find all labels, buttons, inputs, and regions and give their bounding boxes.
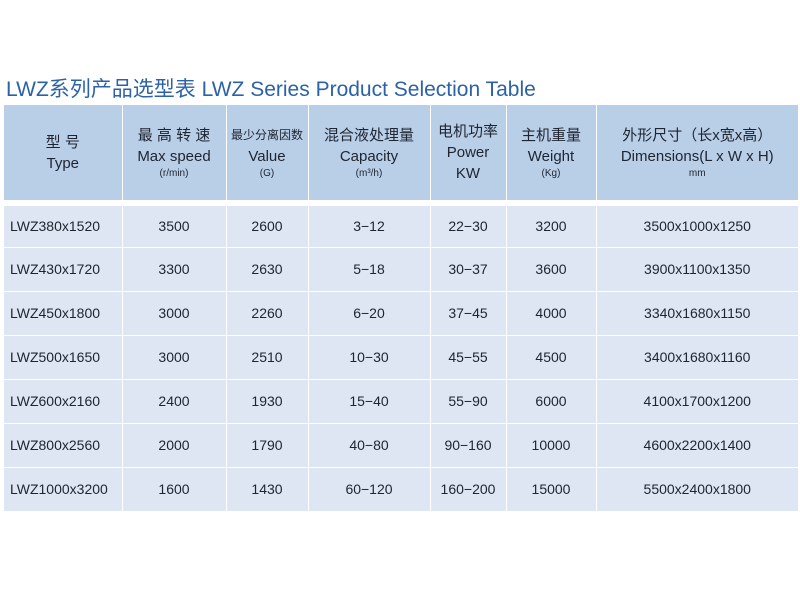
cell-max-speed: 1600 xyxy=(122,467,227,512)
cell-value: 1930 xyxy=(226,379,309,424)
cell-max-speed: 2000 xyxy=(122,423,227,468)
table-row: LWZ380x1520 3500 2600 3−12 22−30 3200 35… xyxy=(4,203,798,248)
cell-weight: 3200 xyxy=(506,203,597,248)
header-value: 最少分离因数 Value (G) xyxy=(226,105,309,206)
table-row: LWZ500x1650 3000 2510 10−30 45−55 4500 3… xyxy=(4,335,798,380)
header-weight-unit: (Kg) xyxy=(541,167,561,179)
header-weight-en: Weight xyxy=(527,147,575,165)
cell-type: LWZ430x1720 xyxy=(4,247,123,292)
header-type-en: Type xyxy=(46,154,80,172)
cell-dimensions: 4100x1700x1200 xyxy=(596,379,798,424)
header-dimensions-unit: mm xyxy=(688,167,706,179)
header-max-speed-cn: 最 高 转 速 xyxy=(137,126,211,144)
cell-power: 30−37 xyxy=(430,247,507,292)
header-capacity: 混合液处理量 Capacity (m³/h) xyxy=(308,105,431,206)
table-row: LWZ600x2160 2400 1930 15−40 55−90 6000 4… xyxy=(4,379,798,424)
header-type-cn: 型 号 xyxy=(45,133,80,151)
table-row: LWZ430x1720 3300 2630 5−18 30−37 3600 39… xyxy=(4,247,798,292)
table-title: LWZ系列产品选型表 LWZ Series Product Selection … xyxy=(6,78,536,101)
cell-dimensions: 3400x1680x1160 xyxy=(596,335,798,380)
header-value-en: Value xyxy=(248,147,286,165)
cell-power: 160−200 xyxy=(430,467,507,512)
table-row: LWZ1000x3200 1600 1430 60−120 160−200 15… xyxy=(4,467,798,512)
cell-power: 45−55 xyxy=(430,335,507,380)
header-capacity-unit: (m³/h) xyxy=(355,167,383,179)
cell-weight: 15000 xyxy=(506,467,597,512)
cell-capacity: 10−30 xyxy=(308,335,431,380)
header-max-speed-en: Max speed xyxy=(137,147,211,165)
cell-dimensions: 3340x1680x1150 xyxy=(596,291,798,336)
cell-type: LWZ500x1650 xyxy=(4,335,123,380)
header-type: 型 号 Type xyxy=(4,105,123,206)
cell-type: LWZ800x2560 xyxy=(4,423,123,468)
cell-type: LWZ600x2160 xyxy=(4,379,123,424)
product-selection-table: 型 号 Type 最 高 转 速 Max speed (r/min) 最少分离因… xyxy=(4,105,798,512)
cell-power: 90−160 xyxy=(430,423,507,468)
header-dimensions: 外形尺寸（长x宽x高） Dimensions(L x W x H) mm xyxy=(596,105,798,206)
cell-max-speed: 3500 xyxy=(122,203,227,248)
cell-power: 22−30 xyxy=(430,203,507,248)
cell-capacity: 15−40 xyxy=(308,379,431,424)
table-row: LWZ450x1800 3000 2260 6−20 37−45 4000 33… xyxy=(4,291,798,336)
cell-value: 2600 xyxy=(226,203,309,248)
cell-type: LWZ1000x3200 xyxy=(4,467,123,512)
header-capacity-en: Capacity xyxy=(339,147,399,165)
header-power: 电机功率 Power KW xyxy=(430,105,507,206)
cell-capacity: 40−80 xyxy=(308,423,431,468)
cell-max-speed: 2400 xyxy=(122,379,227,424)
cell-weight: 4000 xyxy=(506,291,597,336)
header-dimensions-en: Dimensions(L x W x H) xyxy=(620,147,774,165)
header-power-unit: KW xyxy=(455,165,481,182)
cell-value: 2510 xyxy=(226,335,309,380)
cell-weight: 6000 xyxy=(506,379,597,424)
header-weight: 主机重量 Weight (Kg) xyxy=(506,105,597,206)
cell-weight: 10000 xyxy=(506,423,597,468)
cell-dimensions: 3900x1100x1350 xyxy=(596,247,798,292)
cell-capacity: 6−20 xyxy=(308,291,431,336)
header-max-speed: 最 高 转 速 Max speed (r/min) xyxy=(122,105,227,206)
cell-max-speed: 3000 xyxy=(122,291,227,336)
cell-max-speed: 3300 xyxy=(122,247,227,292)
cell-weight: 4500 xyxy=(506,335,597,380)
cell-value: 1790 xyxy=(226,423,309,468)
cell-power: 37−45 xyxy=(430,291,507,336)
cell-dimensions: 4600x2200x1400 xyxy=(596,423,798,468)
cell-power: 55−90 xyxy=(430,379,507,424)
cell-value: 2630 xyxy=(226,247,309,292)
cell-capacity: 5−18 xyxy=(308,247,431,292)
cell-dimensions: 3500x1000x1250 xyxy=(596,203,798,248)
table-row: LWZ800x2560 2000 1790 40−80 90−160 10000… xyxy=(4,423,798,468)
cell-capacity: 3−12 xyxy=(308,203,431,248)
header-value-unit: (G) xyxy=(259,167,275,179)
cell-weight: 3600 xyxy=(506,247,597,292)
header-value-cn: 最少分离因数 xyxy=(230,127,303,142)
cell-max-speed: 3000 xyxy=(122,335,227,380)
cell-capacity: 60−120 xyxy=(308,467,431,512)
cell-type: LWZ450x1800 xyxy=(4,291,123,336)
cell-dimensions: 5500x2400x1800 xyxy=(596,467,798,512)
cell-type: LWZ380x1520 xyxy=(4,203,123,248)
header-weight-cn: 主机重量 xyxy=(520,126,581,144)
header-dimensions-cn: 外形尺寸（长x宽x高） xyxy=(622,126,773,144)
cell-value: 2260 xyxy=(226,291,309,336)
table-header-row: 型 号 Type 最 高 转 速 Max speed (r/min) 最少分离因… xyxy=(4,105,798,206)
cell-value: 1430 xyxy=(226,467,309,512)
header-power-cn: 电机功率 xyxy=(437,123,498,140)
header-capacity-cn: 混合液处理量 xyxy=(323,126,414,144)
header-max-speed-unit: (r/min) xyxy=(159,167,189,179)
header-power-en: Power xyxy=(446,144,490,161)
